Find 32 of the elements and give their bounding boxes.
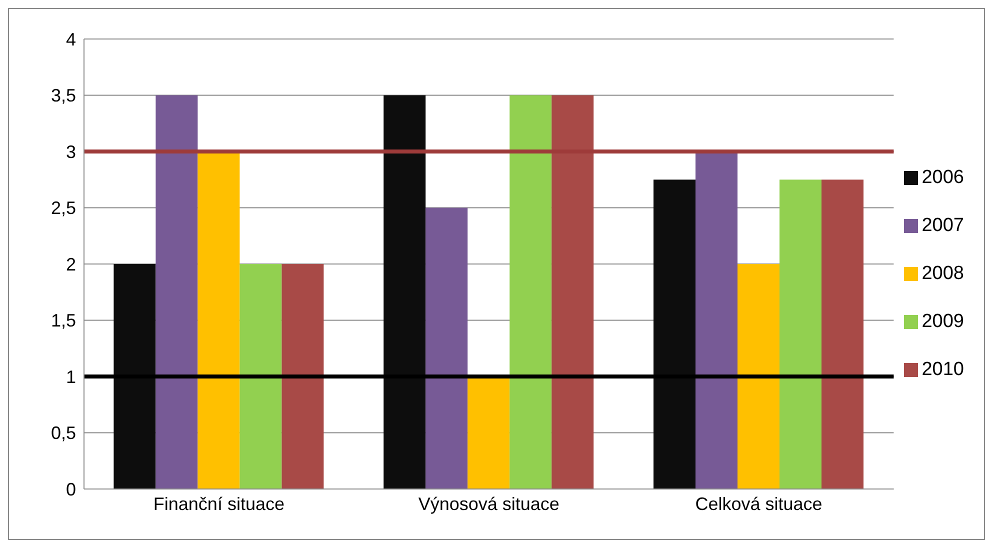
legend-label: 2006: [922, 167, 964, 188]
bar: [156, 95, 198, 489]
x-tick-label: Výnosová situace: [418, 494, 560, 514]
y-tick-label: 1,5: [50, 310, 76, 331]
bar: [696, 152, 738, 489]
y-tick-label: 0: [66, 479, 76, 500]
bar: [552, 95, 594, 489]
y-tick-label: 2: [66, 254, 76, 274]
legend-label: 2007: [922, 215, 964, 236]
legend-label: 2009: [922, 311, 964, 332]
y-tick-label: 3,5: [50, 86, 76, 106]
bar: [240, 264, 282, 489]
bar: [282, 264, 324, 489]
x-tick-label: Celková situace: [695, 494, 822, 514]
bar: [468, 376, 510, 489]
x-tick-label: Finanční situace: [153, 494, 284, 514]
bar: [198, 152, 240, 489]
y-tick-label: 4: [66, 29, 76, 50]
bar: [822, 180, 864, 489]
y-tick-label: 1: [66, 366, 76, 387]
y-tick-label: 3: [66, 142, 76, 162]
legend-label: 2008: [922, 263, 964, 284]
bar: [426, 208, 468, 489]
bar: [654, 180, 696, 489]
bar: [780, 180, 822, 489]
bar: [510, 95, 552, 489]
y-tick-label: 0,5: [50, 423, 76, 444]
y-tick-label: 2,5: [50, 198, 76, 218]
bar: [384, 95, 426, 489]
legend-label: 2010: [922, 359, 964, 380]
bar: [738, 264, 780, 489]
bar: [114, 264, 156, 489]
